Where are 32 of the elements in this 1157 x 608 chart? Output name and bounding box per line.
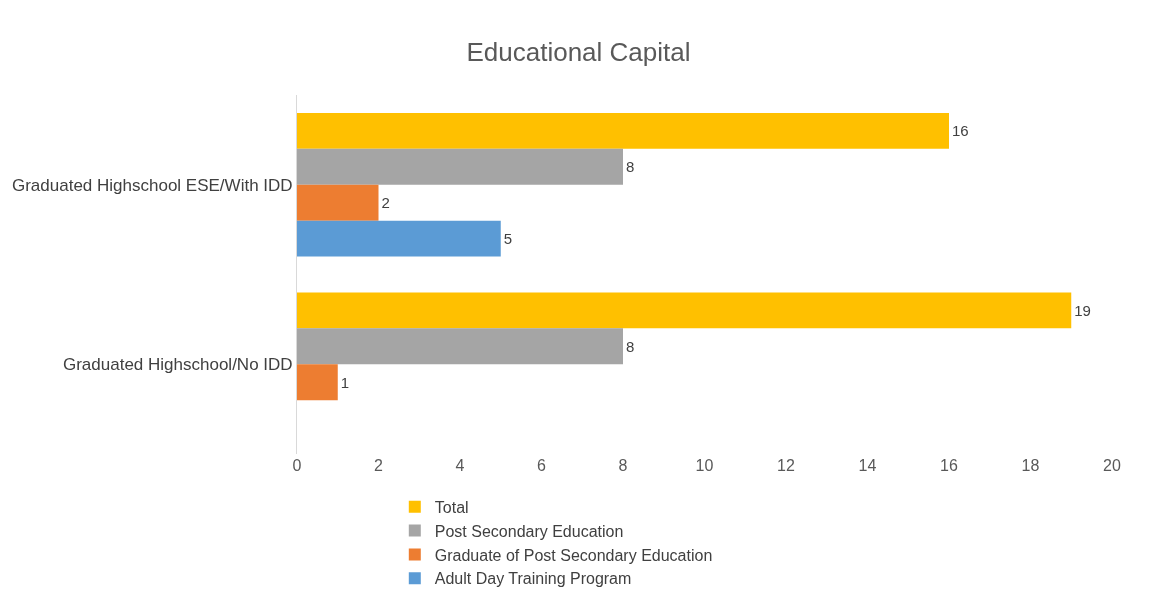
bar: [297, 220, 501, 257]
x-tick-label: 20: [1103, 457, 1121, 474]
x-tick-label: 18: [1021, 457, 1040, 474]
bar: [297, 364, 338, 401]
data-label: 2: [381, 194, 390, 212]
data-label: 8: [626, 158, 635, 176]
data-label: 5: [503, 230, 513, 248]
bar: [297, 112, 949, 149]
x-tick-label: 8: [618, 457, 628, 474]
data-label: 19: [1074, 301, 1091, 319]
x-tick-label: 14: [858, 457, 877, 474]
legend-label: Adult Day Training Program: [434, 570, 632, 588]
bar: [297, 184, 379, 221]
y-tick-label: Graduated Highschool/No IDD: [62, 355, 293, 375]
legend-label: Total: [434, 499, 469, 517]
x-tick-label: 10: [695, 457, 714, 474]
y-tick-label: Graduated Highschool ESE/With IDD: [11, 175, 293, 195]
legend-label: Post Secondary Education: [434, 522, 624, 540]
bar: [297, 328, 623, 365]
data-label: 1: [340, 373, 350, 391]
bar: [297, 292, 1072, 329]
chart-title: Educational Capital: [466, 36, 691, 67]
x-tick-label: 12: [777, 457, 795, 474]
legend-label: Graduate of Post Secondary Education: [434, 546, 713, 564]
data-label: 16: [952, 122, 969, 140]
bar: [297, 148, 623, 185]
x-tick-label: 2: [374, 457, 384, 474]
x-tick-label: 6: [537, 457, 547, 474]
x-tick-label: 0: [292, 457, 302, 474]
x-tick-label: 4: [455, 457, 465, 474]
data-label: 8: [626, 337, 635, 355]
x-tick-label: 16: [940, 457, 958, 474]
